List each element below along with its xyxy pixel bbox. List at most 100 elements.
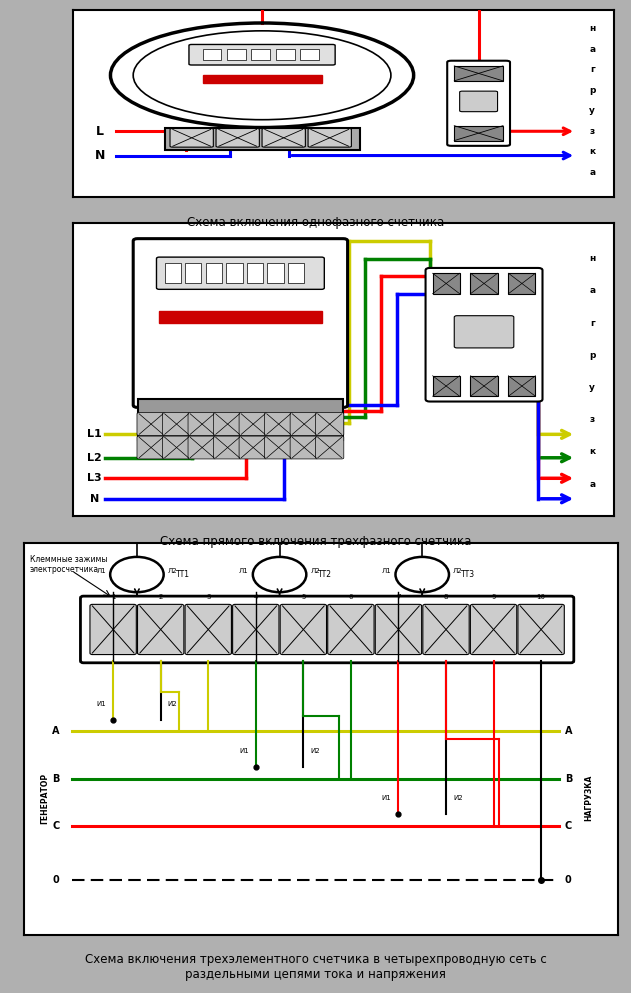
FancyBboxPatch shape xyxy=(170,128,213,147)
Text: у: у xyxy=(589,383,595,392)
FancyBboxPatch shape xyxy=(264,413,293,436)
FancyBboxPatch shape xyxy=(280,605,326,654)
FancyBboxPatch shape xyxy=(239,413,268,436)
Text: N: N xyxy=(95,149,105,162)
Text: ГЕНЕРАТОР: ГЕНЕРАТОР xyxy=(40,773,49,823)
FancyBboxPatch shape xyxy=(216,128,259,147)
Text: Л2: Л2 xyxy=(453,568,463,574)
Text: а: а xyxy=(589,480,596,489)
FancyBboxPatch shape xyxy=(188,436,216,459)
Text: 6: 6 xyxy=(349,594,353,600)
FancyBboxPatch shape xyxy=(233,605,279,654)
Text: 8: 8 xyxy=(444,594,448,600)
Text: И1: И1 xyxy=(97,701,106,707)
FancyBboxPatch shape xyxy=(239,436,268,459)
Bar xyxy=(454,126,503,141)
Bar xyxy=(185,263,201,283)
Text: Л1: Л1 xyxy=(239,568,249,574)
Text: 0: 0 xyxy=(565,876,572,886)
FancyBboxPatch shape xyxy=(308,128,351,147)
Text: B: B xyxy=(52,774,60,783)
FancyBboxPatch shape xyxy=(189,45,335,65)
Text: 7: 7 xyxy=(396,594,401,600)
Bar xyxy=(247,263,263,283)
FancyBboxPatch shape xyxy=(213,436,242,459)
Text: И1: И1 xyxy=(382,795,391,801)
Text: н: н xyxy=(589,24,596,33)
Text: C: C xyxy=(52,820,60,830)
Text: L1: L1 xyxy=(87,429,102,439)
Bar xyxy=(471,375,498,396)
Text: Л2: Л2 xyxy=(310,568,320,574)
Text: г: г xyxy=(590,66,594,74)
Bar xyxy=(203,75,322,82)
Text: A: A xyxy=(52,727,60,737)
Text: И2: И2 xyxy=(168,701,177,707)
Text: 0: 0 xyxy=(53,876,60,886)
Text: L3: L3 xyxy=(87,474,102,484)
Text: И1: И1 xyxy=(239,748,249,754)
Bar xyxy=(227,263,242,283)
Text: з: з xyxy=(590,415,595,424)
FancyBboxPatch shape xyxy=(454,316,514,348)
Bar xyxy=(509,375,536,396)
Text: 4: 4 xyxy=(254,594,258,600)
FancyBboxPatch shape xyxy=(163,436,191,459)
FancyBboxPatch shape xyxy=(316,436,344,459)
Bar xyxy=(433,375,459,396)
Text: НАГРУЗКА: НАГРУЗКА xyxy=(584,775,593,821)
FancyBboxPatch shape xyxy=(425,268,543,401)
Text: L2: L2 xyxy=(87,453,102,463)
FancyBboxPatch shape xyxy=(80,596,574,662)
Bar xyxy=(165,127,360,150)
Bar xyxy=(206,263,222,283)
Text: N: N xyxy=(90,494,99,503)
Text: з: з xyxy=(590,127,595,136)
Text: ТТ2: ТТ2 xyxy=(318,570,332,579)
Text: а: а xyxy=(589,45,596,54)
Text: Схема включения однофазного счетчика: Схема включения однофазного счетчика xyxy=(187,215,444,229)
FancyBboxPatch shape xyxy=(213,413,242,436)
Text: Схема прямого включения трехфазного счетчика: Схема прямого включения трехфазного счет… xyxy=(160,534,471,548)
Text: к: к xyxy=(589,448,596,457)
Bar xyxy=(159,312,322,323)
FancyBboxPatch shape xyxy=(262,128,305,147)
Text: р: р xyxy=(589,351,596,359)
Bar xyxy=(138,399,343,440)
Text: к: к xyxy=(589,147,596,156)
Text: 1: 1 xyxy=(111,594,115,600)
Text: у: у xyxy=(589,106,595,115)
Text: C: C xyxy=(565,820,572,830)
FancyBboxPatch shape xyxy=(137,413,165,436)
Bar xyxy=(268,263,284,283)
FancyBboxPatch shape xyxy=(290,413,318,436)
FancyBboxPatch shape xyxy=(137,436,165,459)
Text: B: B xyxy=(565,774,572,783)
Bar xyxy=(227,49,246,61)
Bar xyxy=(276,49,295,61)
Text: Клеммные зажимы
электросчетчика: Клеммные зажимы электросчетчика xyxy=(30,555,107,574)
Text: р: р xyxy=(589,85,596,94)
FancyBboxPatch shape xyxy=(156,257,324,289)
FancyBboxPatch shape xyxy=(188,413,216,436)
Text: A: A xyxy=(565,727,572,737)
Text: г: г xyxy=(590,319,594,328)
Bar xyxy=(288,263,304,283)
FancyBboxPatch shape xyxy=(423,605,469,654)
FancyBboxPatch shape xyxy=(375,605,422,654)
Text: 9: 9 xyxy=(492,594,496,600)
Text: 3: 3 xyxy=(206,594,211,600)
FancyBboxPatch shape xyxy=(138,605,184,654)
Text: а: а xyxy=(589,286,596,295)
FancyBboxPatch shape xyxy=(133,238,348,407)
FancyBboxPatch shape xyxy=(90,605,136,654)
Text: Л1: Л1 xyxy=(97,568,106,574)
Bar xyxy=(509,273,536,294)
Bar xyxy=(203,49,221,61)
Bar xyxy=(433,273,459,294)
FancyBboxPatch shape xyxy=(185,605,232,654)
FancyBboxPatch shape xyxy=(447,61,510,146)
Text: н: н xyxy=(589,254,596,263)
Bar xyxy=(251,49,270,61)
Bar xyxy=(471,273,498,294)
